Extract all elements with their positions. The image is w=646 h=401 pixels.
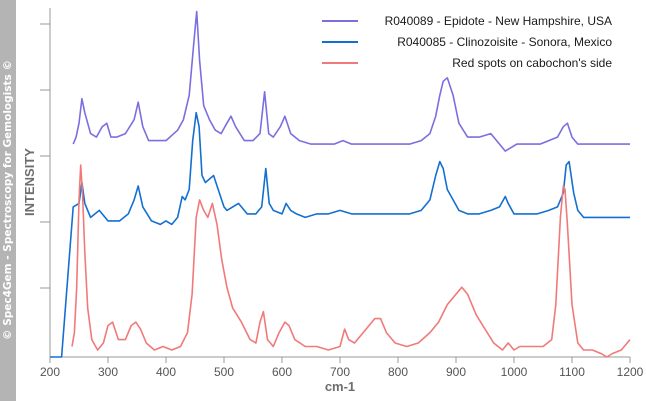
legend-entry-label: R040089 - Epidote - New Hampshire, USA	[385, 14, 612, 28]
legend: R040089 - Epidote - New Hampshire, USA R0…	[322, 14, 612, 70]
x-tick-label: 500	[214, 365, 234, 379]
x-tick-label: 700	[330, 365, 350, 379]
series-line-1	[72, 10, 630, 152]
x-tick-label: 1200	[617, 365, 644, 379]
legend-entry-label: R040085 - Clinozoisite - Sonora, Mexico	[397, 35, 612, 49]
x-tick-label: 1000	[501, 365, 528, 379]
series-lines	[50, 10, 631, 358]
x-tick-label: 300	[98, 365, 118, 379]
series-line-2	[50, 111, 630, 358]
x-axis-title: cm-1	[325, 379, 355, 394]
x-tick-label: 1100	[559, 365, 585, 379]
x-tick-label: 600	[272, 365, 292, 379]
x-tick-label: 800	[388, 365, 408, 379]
legend-entry-label: Red spots on cabochon's side	[452, 56, 612, 70]
x-ticks: 200 300 400 500 600 700 800 900 1000 1100 1200	[40, 357, 644, 379]
y-axis-title: INTENSITY	[22, 148, 37, 216]
copyright-side-band: © Spec4Gem - Spectroscopy for Gemologist…	[0, 0, 16, 401]
x-tick-label: 200	[40, 365, 60, 379]
series-line-3	[71, 164, 631, 358]
x-tick-label: 400	[156, 365, 176, 379]
x-tick-label: 900	[446, 365, 466, 379]
